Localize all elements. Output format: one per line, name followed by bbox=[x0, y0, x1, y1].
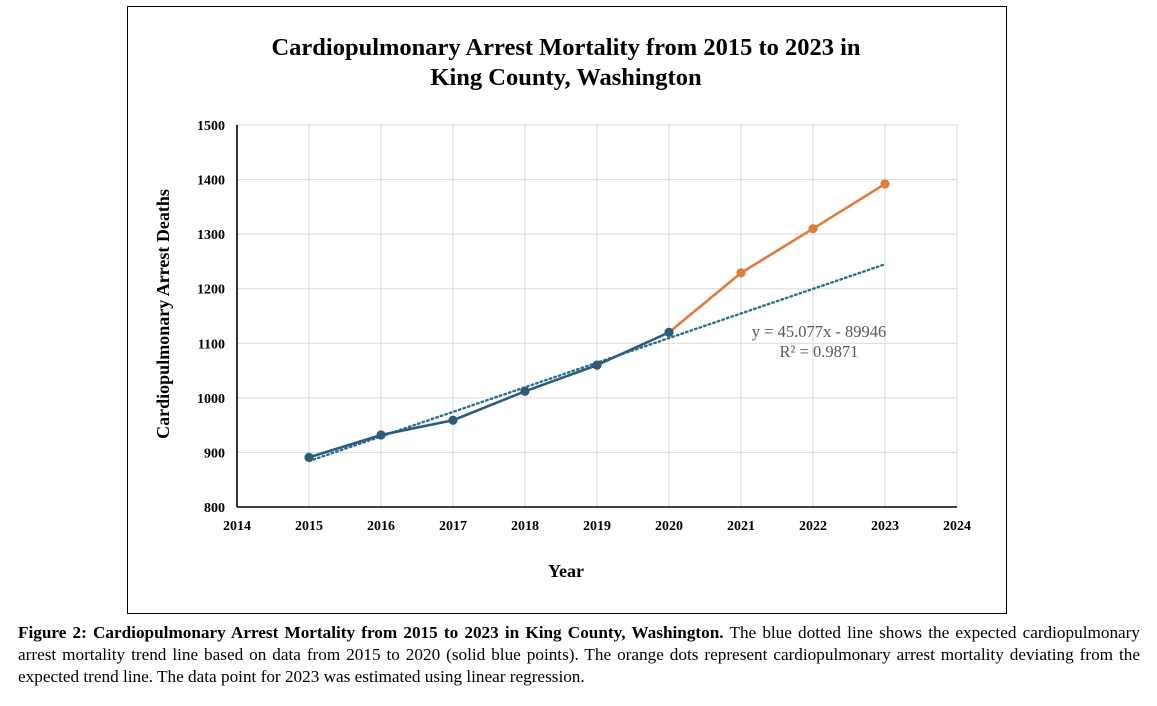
figure-caption: Figure 2: Cardiopulmonary Arrest Mortali… bbox=[18, 622, 1140, 688]
x-tick-label: 2014 bbox=[223, 519, 251, 534]
data-point bbox=[520, 386, 530, 396]
data-point bbox=[880, 179, 890, 189]
y-tick-label: 800 bbox=[204, 501, 225, 516]
x-tick-label: 2019 bbox=[583, 519, 611, 534]
y-tick-label: 1300 bbox=[197, 228, 225, 243]
x-tick-label: 2024 bbox=[943, 519, 971, 534]
y-tick-label: 1400 bbox=[197, 174, 225, 189]
caption-title: Figure 2: Cardiopulmonary Arrest Mortali… bbox=[18, 623, 724, 642]
x-tick-label: 2016 bbox=[367, 519, 395, 534]
x-tick-label: 2021 bbox=[727, 519, 755, 534]
data-point bbox=[448, 415, 458, 425]
data-point bbox=[664, 327, 674, 337]
trendline-r-squared: R² = 0.9871 bbox=[780, 342, 859, 361]
series-line bbox=[668, 182, 886, 334]
x-tick-label: 2023 bbox=[871, 519, 899, 534]
x-tick-label: 2020 bbox=[655, 519, 683, 534]
x-tick-label: 2017 bbox=[439, 519, 467, 534]
chart-frame: Cardiopulmonary Arrest Mortality from 20… bbox=[127, 6, 1007, 614]
x-tick-label: 2022 bbox=[799, 519, 827, 534]
data-point bbox=[376, 430, 386, 440]
series-line bbox=[308, 331, 670, 459]
x-tick-label: 2015 bbox=[295, 519, 323, 534]
y-axis-label: Cardiopulmonary Arrest Deaths bbox=[153, 189, 173, 439]
x-axis-label: Year bbox=[548, 561, 584, 581]
x-tick-label: 2018 bbox=[511, 519, 539, 534]
y-tick-label: 1000 bbox=[197, 392, 225, 407]
caption-text: The blue dotted line shows the expected … bbox=[18, 623, 1140, 686]
data-point bbox=[736, 268, 746, 278]
y-tick-label: 900 bbox=[204, 446, 225, 461]
y-tick-label: 1100 bbox=[198, 337, 225, 352]
y-tick-label: 1500 bbox=[197, 119, 225, 134]
data-point bbox=[808, 224, 818, 234]
data-point bbox=[592, 360, 602, 370]
chart-title-line: Cardiopulmonary Arrest Mortality from 20… bbox=[271, 34, 860, 61]
trendline-equation: y = 45.077x - 89946 bbox=[752, 322, 886, 341]
y-tick-label: 1200 bbox=[197, 283, 225, 298]
data-point bbox=[304, 452, 314, 462]
line-chart: Cardiopulmonary Arrest Mortality from 20… bbox=[153, 34, 971, 581]
chart-title-line: King County, Washington bbox=[430, 64, 702, 91]
